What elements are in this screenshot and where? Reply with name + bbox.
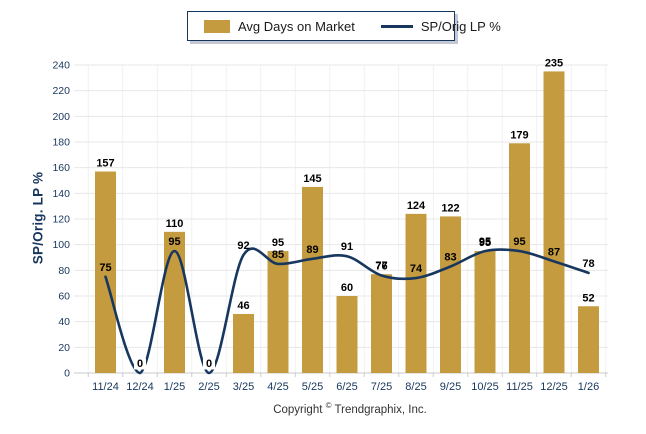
bar bbox=[336, 296, 358, 373]
bar-value-label: 52 bbox=[582, 292, 594, 304]
x-axis-label: 4/25 bbox=[267, 381, 288, 393]
x-axis-label: 12/25 bbox=[540, 381, 568, 393]
bar-value-label: 122 bbox=[441, 202, 459, 214]
bar bbox=[371, 274, 392, 373]
x-axis-label: 11/25 bbox=[506, 381, 533, 393]
bar-value-label: 95 bbox=[272, 237, 284, 249]
bar-value-label: 179 bbox=[510, 129, 528, 141]
bar-value-label: 124 bbox=[407, 200, 426, 212]
legend-line-label: SP/Orig LP % bbox=[420, 18, 501, 34]
y-tick-label: 220 bbox=[52, 85, 70, 97]
legend: Avg Days on Market SP/Orig LP % bbox=[187, 11, 501, 41]
line-series-swatch-icon bbox=[380, 24, 413, 28]
bar-value-label: 95 bbox=[479, 237, 491, 249]
line-value-label: 95 bbox=[513, 236, 525, 248]
line-value-label: 0 bbox=[137, 358, 143, 370]
bar-value-label: 46 bbox=[237, 300, 249, 312]
y-tick-label: 120 bbox=[52, 214, 70, 226]
line-value-label: 75 bbox=[99, 262, 111, 274]
sp-orig-lp-line bbox=[104, 247, 590, 375]
bar-value-label: 60 bbox=[341, 282, 353, 294]
bar bbox=[509, 143, 530, 373]
bar bbox=[233, 313, 254, 373]
bar bbox=[474, 251, 496, 373]
y-tick-label: 0 bbox=[64, 368, 70, 380]
bar-value-label: 157 bbox=[96, 158, 114, 170]
x-axis-label: 10/25 bbox=[471, 381, 499, 393]
y-tick-label: 160 bbox=[52, 162, 70, 174]
y-tick-label: 140 bbox=[52, 188, 70, 200]
copyright-prefix: Copyright bbox=[273, 403, 323, 416]
x-axis-label: 2/25 bbox=[198, 381, 219, 393]
bar bbox=[405, 213, 427, 373]
y-tick-label: 20 bbox=[58, 342, 70, 354]
y-tick-label: 40 bbox=[58, 316, 70, 328]
x-axis-label: 11/24 bbox=[92, 381, 119, 393]
y-tick-label: 80 bbox=[58, 265, 70, 277]
bar bbox=[440, 216, 461, 373]
line-value-label: 92 bbox=[237, 240, 249, 252]
bar-value-label: 235 bbox=[545, 57, 563, 69]
y-tick-label: 180 bbox=[52, 137, 70, 149]
copyright-suffix: Trendgraphix, Inc. bbox=[334, 403, 427, 416]
line-value-label: 78 bbox=[582, 258, 594, 270]
x-axis-label: 8/25 bbox=[405, 381, 426, 393]
line-value-label: 74 bbox=[410, 263, 423, 275]
bar-value-label: 77 bbox=[375, 260, 387, 272]
line-value-label: 95 bbox=[479, 236, 491, 248]
bar bbox=[302, 186, 323, 373]
y-tick-label: 200 bbox=[52, 111, 70, 123]
bar bbox=[578, 306, 599, 373]
bar-value-label: 110 bbox=[166, 218, 184, 230]
x-axis-label: 3/25 bbox=[233, 381, 254, 393]
bar-series-swatch-icon bbox=[204, 19, 230, 33]
x-axis-label: 12/24 bbox=[126, 381, 154, 393]
zero-label-backing bbox=[134, 358, 146, 370]
line-value-label: 89 bbox=[306, 244, 318, 256]
copyright-symbol-icon: © bbox=[325, 401, 332, 410]
bar bbox=[543, 71, 565, 374]
line-value-label: 91 bbox=[341, 241, 353, 253]
x-axis-label: 7/25 bbox=[371, 381, 392, 393]
bar bbox=[267, 251, 289, 373]
x-axis-label: 9/25 bbox=[440, 381, 461, 393]
line-value-label: 95 bbox=[168, 236, 180, 248]
bar bbox=[164, 231, 185, 373]
line-value-label: 87 bbox=[548, 246, 560, 258]
x-axis-label: 1/25 bbox=[164, 381, 185, 393]
line-value-label: 76 bbox=[375, 260, 387, 272]
y-tick-label: 100 bbox=[52, 239, 70, 251]
x-axis-label: 6/25 bbox=[336, 381, 357, 393]
bar-value-label: 145 bbox=[303, 173, 321, 185]
x-axis-label: 1/26 bbox=[578, 381, 599, 393]
legend-bar-label: Avg Days on Market bbox=[238, 18, 355, 34]
line-value-label: 0 bbox=[206, 358, 212, 370]
zero-label-backing bbox=[203, 358, 215, 370]
copyright-notice: Copyright © Trendgraphix, Inc. bbox=[273, 401, 427, 416]
y-tick-label: 60 bbox=[58, 291, 70, 303]
y-tick-label: 240 bbox=[52, 60, 70, 72]
bar bbox=[95, 171, 116, 373]
line-value-label: 83 bbox=[444, 251, 456, 263]
x-axis-label: 5/25 bbox=[302, 381, 323, 393]
line-value-label: 85 bbox=[272, 249, 284, 261]
